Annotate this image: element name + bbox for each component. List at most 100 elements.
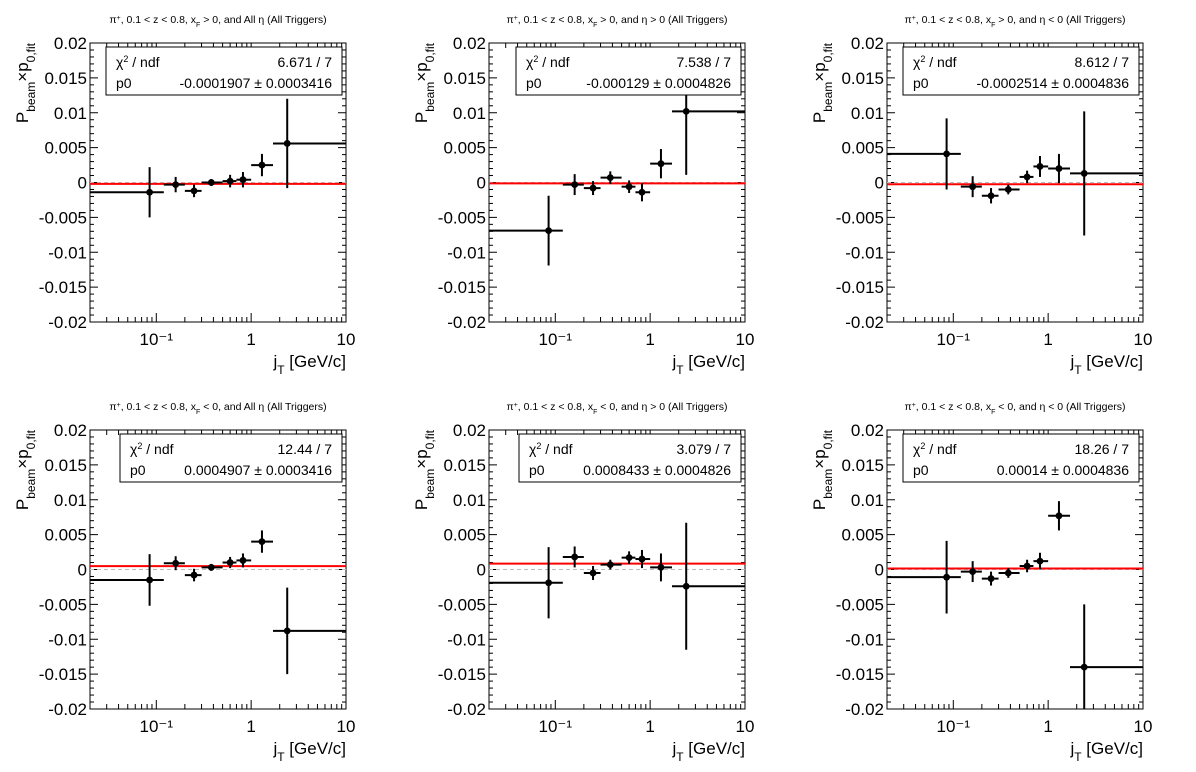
- y-tick-label: -0.02: [845, 313, 884, 332]
- data-point: [184, 568, 202, 582]
- stats-chi-value: 7.538 / 7: [677, 54, 732, 70]
- x-axis-label: jT [GeV/c]: [671, 739, 745, 764]
- stats-box-frame: [105, 46, 343, 96]
- data-point: [184, 184, 202, 198]
- y-tick-label: 0: [477, 174, 486, 193]
- data-point: [1048, 153, 1071, 184]
- marker: [571, 181, 579, 188]
- y-tick-label: -0.02: [447, 313, 486, 332]
- y-tick-label: -0.01: [447, 630, 486, 649]
- y-tick-label: -0.005: [836, 208, 884, 227]
- stats-chi-label: χ2 / ndf: [913, 441, 957, 457]
- data-point: [981, 571, 999, 586]
- y-tick-label: 0.005: [841, 526, 884, 545]
- y-tick-label: 0.015: [443, 69, 486, 88]
- y-tick-label: 0.015: [44, 69, 87, 88]
- y-tick-label: -0.015: [438, 665, 486, 684]
- y-tick-label: 0.02: [851, 34, 884, 53]
- data-point: [650, 149, 673, 179]
- marker: [258, 538, 266, 545]
- data-point: [583, 181, 601, 196]
- y-tick-label: -0.005: [438, 595, 486, 614]
- y-tick-label: 0.005: [443, 139, 486, 158]
- stats-p0-value: 0.0004907 ± 0.0003416: [184, 462, 332, 478]
- y-tick-label: 0: [78, 174, 87, 193]
- data-point: [998, 568, 1020, 578]
- x-tick-label: 10⁻¹: [937, 330, 971, 349]
- x-tick-label: 10⁻¹: [539, 717, 573, 736]
- x-tick-label: 1: [645, 717, 654, 736]
- marker: [283, 140, 291, 147]
- stats-box: χ2 / ndf 7.538 / 7 p0 -0.000129 ± 0.0004826: [515, 46, 742, 96]
- stats-p0-value: -0.0001907 ± 0.0003416: [180, 75, 333, 91]
- y-tick-label: -0.02: [447, 700, 486, 719]
- marker: [1023, 562, 1031, 570]
- marker: [1055, 512, 1063, 520]
- data-point: [251, 530, 274, 553]
- plot-title: π+, 0.1 < z < 0.8, xF < 0, and η > 0 (Al…: [506, 401, 727, 416]
- x-tick-label: 10: [736, 717, 755, 736]
- marker: [1036, 163, 1044, 170]
- y-axis-label: Pbeam×p0,fit: [412, 42, 437, 123]
- data-point: [635, 549, 651, 569]
- y-tick-label: -0.005: [438, 208, 486, 227]
- marker: [606, 174, 614, 182]
- marker: [682, 582, 690, 590]
- x-tick-label: 10: [337, 330, 356, 349]
- y-tick-label: -0.015: [836, 278, 884, 297]
- data-point: [90, 554, 164, 606]
- stats-p0-label: p0: [116, 75, 132, 91]
- stats-chi-value: 3.079 / 7: [677, 441, 732, 457]
- chart-panel: π+, 0.1 < z < 0.8, xF < 0, and All η (Al…: [13, 401, 355, 764]
- data-point: [1033, 552, 1049, 570]
- data-point: [600, 559, 622, 570]
- data-point: [672, 522, 745, 650]
- data-point: [236, 172, 252, 188]
- marker: [657, 160, 665, 168]
- marker: [239, 176, 247, 184]
- marker: [172, 559, 180, 567]
- x-tick-label: 1: [246, 717, 255, 736]
- stats-box-frame: [119, 433, 343, 483]
- x-tick-label: 1: [1043, 717, 1052, 736]
- stats-chi-value: 8.612 / 7: [1075, 54, 1130, 70]
- y-tick-label: -0.01: [845, 243, 884, 262]
- stats-p0-value: -0.0002514 ± 0.0004836: [977, 75, 1130, 91]
- y-tick-label: 0.005: [841, 139, 884, 158]
- marker: [625, 183, 633, 191]
- x-tick-label: 10⁻¹: [539, 330, 573, 349]
- y-tick-label: -0.005: [836, 595, 884, 614]
- y-tick-label: 0.015: [841, 456, 884, 475]
- data-point: [562, 546, 584, 568]
- y-tick-label: -0.005: [39, 595, 87, 614]
- stats-box: χ2 / ndf 18.26 / 7 p0 0.00014 ± 0.0004836: [902, 433, 1140, 483]
- y-tick-label: -0.01: [447, 243, 486, 262]
- y-tick-label: -0.015: [39, 665, 87, 684]
- marker: [943, 150, 951, 158]
- y-tick-label: 0.015: [44, 456, 87, 475]
- marker: [1004, 186, 1012, 193]
- data-point: [201, 563, 223, 571]
- stats-chi-label: χ2 / ndf: [526, 54, 570, 70]
- marker: [969, 568, 977, 575]
- y-tick-label: 0: [477, 561, 486, 580]
- x-tick-label: 10: [1134, 330, 1153, 349]
- stats-chi-label: χ2 / ndf: [116, 54, 160, 70]
- x-tick-label: 10⁻¹: [140, 717, 174, 736]
- y-tick-label: 0.02: [453, 421, 486, 440]
- y-tick-label: 0.01: [453, 491, 486, 510]
- data-point: [163, 556, 185, 571]
- data-point: [981, 188, 999, 204]
- stats-box-frame: [515, 46, 742, 96]
- x-axis-label: jT [GeV/c]: [272, 739, 346, 764]
- y-tick-label: -0.015: [39, 278, 87, 297]
- data-point: [635, 183, 651, 202]
- chart-panel: π+, 0.1 < z < 0.8, xF > 0, and All η (Al…: [13, 14, 355, 377]
- y-axis-label: Pbeam×p0,fit: [810, 42, 835, 123]
- data-point: [887, 118, 961, 190]
- y-tick-label: 0.01: [54, 491, 87, 510]
- data-point: [489, 547, 563, 619]
- data-point: [1048, 501, 1071, 531]
- data-point: [251, 153, 274, 177]
- marker: [172, 181, 180, 188]
